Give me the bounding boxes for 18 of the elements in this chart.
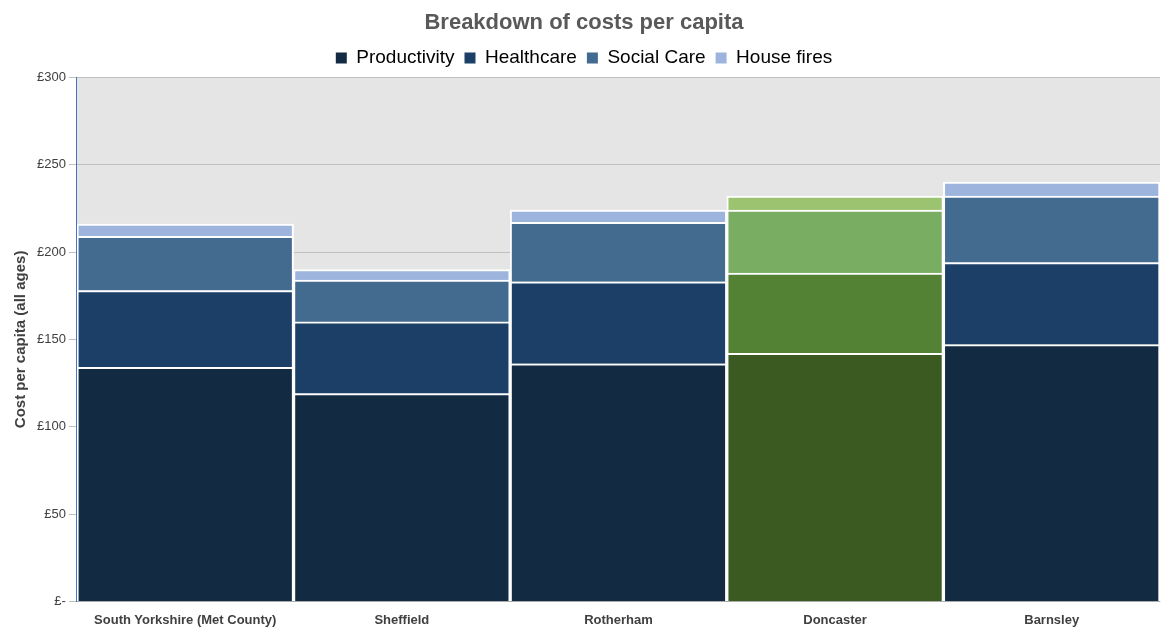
chart-title: Breakdown of costs per capita [424,9,745,35]
x-tick-label: South Yorkshire (Met County) [94,611,277,627]
x-tick-label: Rotherham [584,611,653,627]
y-tick-label: £50 [44,505,66,521]
y-axis-title: Cost per capita (all ages) [11,250,29,429]
x-tick-label: Sheffield [374,611,430,627]
y-tick-label: £300 [37,68,66,84]
legend-label: Social Care [607,46,706,68]
y-tick-label: £250 [37,156,66,172]
x-tick-label: Doncaster [803,611,867,627]
legend-label: House fires [736,46,833,68]
x-tick-label: Barnsley [1024,611,1080,627]
legend-label: Healthcare [485,46,577,68]
y-tick-label: £200 [37,243,66,259]
y-tick-label: £- [54,592,66,608]
legend-label: Productivity [356,46,456,68]
y-tick-label: £150 [37,330,66,346]
y-tick-label: £100 [37,418,66,434]
